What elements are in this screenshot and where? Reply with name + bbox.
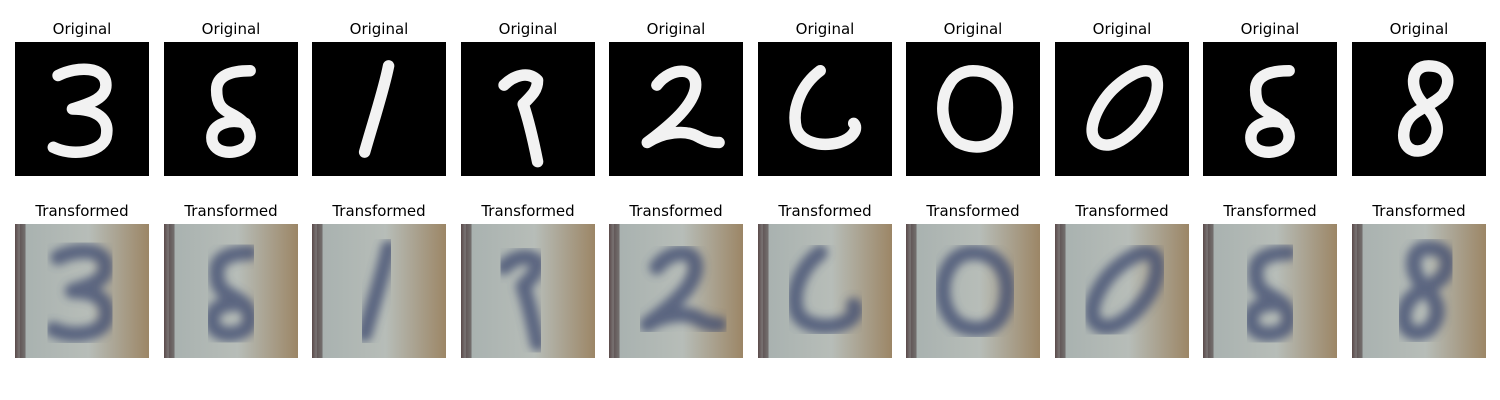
- transformed-title: Transformed: [481, 202, 575, 220]
- transformed-title: Transformed: [926, 202, 1020, 220]
- transformed-digit-image: [758, 224, 892, 358]
- transformed-digit-image: [1352, 224, 1486, 358]
- original-digit-image: [609, 42, 743, 176]
- original-digit-image: [758, 42, 892, 176]
- transformed-digit-image: [1055, 224, 1189, 358]
- original-digit-image: [1055, 42, 1189, 176]
- original-title: Original: [52, 20, 112, 38]
- original-digit-image: [1203, 42, 1337, 176]
- transformed-title: Transformed: [629, 202, 723, 220]
- original-title: Original: [1240, 20, 1300, 38]
- original-title: Original: [943, 20, 1003, 38]
- transformed-title: Transformed: [1075, 202, 1169, 220]
- original-digit-image: [1352, 42, 1486, 176]
- transformed-digit-image: [164, 224, 298, 358]
- transformed-title: Transformed: [184, 202, 278, 220]
- original-title: Original: [646, 20, 706, 38]
- transformed-digit-image: [15, 224, 149, 358]
- transformed-title: Transformed: [1372, 202, 1466, 220]
- original-title: Original: [1092, 20, 1152, 38]
- original-digit-image: [906, 42, 1040, 176]
- original-title: Original: [349, 20, 409, 38]
- transformed-title: Transformed: [778, 202, 872, 220]
- transformed-digit-image: [906, 224, 1040, 358]
- original-digit-image: [164, 42, 298, 176]
- transformed-title: Transformed: [35, 202, 129, 220]
- original-title: Original: [1389, 20, 1449, 38]
- transformed-digit-image: [461, 224, 595, 358]
- original-title: Original: [498, 20, 558, 38]
- transformed-title: Transformed: [332, 202, 426, 220]
- original-digit-image: [461, 42, 595, 176]
- transformed-title: Transformed: [1223, 202, 1317, 220]
- transformed-digit-image: [609, 224, 743, 358]
- original-title: Original: [795, 20, 855, 38]
- transformed-digit-image: [312, 224, 446, 358]
- transformed-digit-image: [1203, 224, 1337, 358]
- original-title: Original: [201, 20, 261, 38]
- original-digit-image: [312, 42, 446, 176]
- original-digit-image: [15, 42, 149, 176]
